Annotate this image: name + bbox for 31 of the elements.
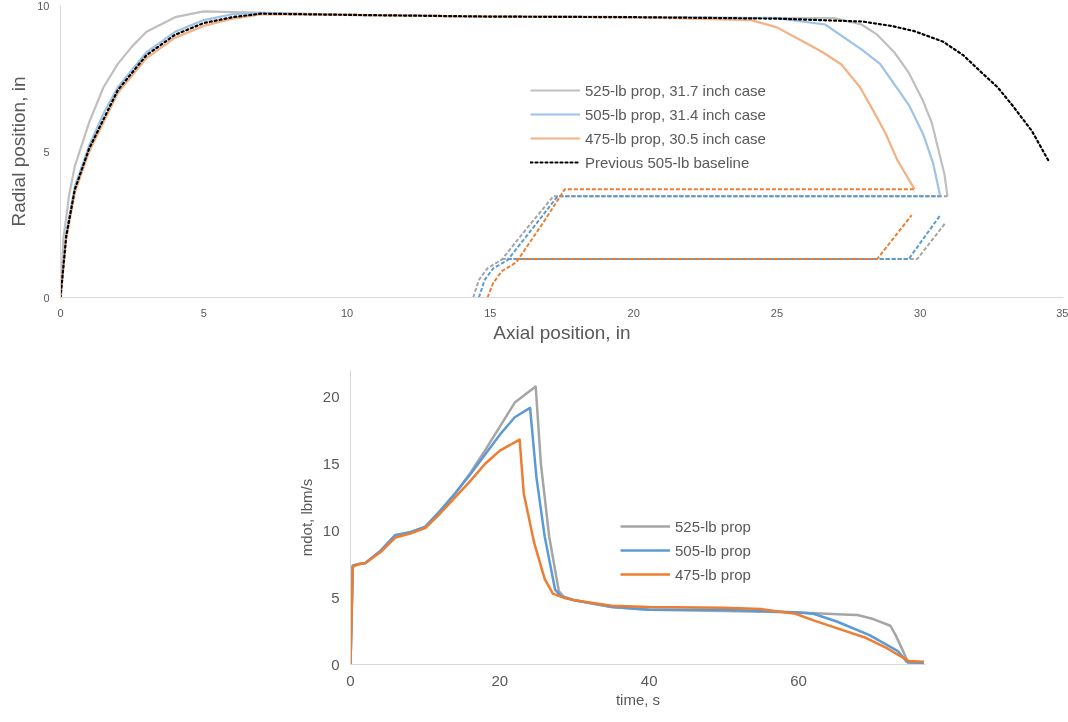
y-tick-label: 10: [37, 0, 50, 12]
x-tick-label: 10: [340, 306, 354, 319]
legend-label: 505-lb prop: [675, 541, 751, 559]
x-tick-label: 30: [914, 306, 927, 319]
legend-label: 505-lb prop, 31.4 inch case: [585, 105, 766, 123]
y-tick-label: 5: [331, 588, 340, 606]
y-tick-label: 10: [322, 521, 340, 539]
legend-label: Previous 505-lb baseline: [585, 153, 750, 171]
x-tick-label: 20: [627, 306, 640, 319]
legend-label: 525-lb prop: [675, 517, 751, 535]
x-tick-label: 0: [57, 306, 64, 319]
x-tick-label: 15: [484, 306, 497, 319]
legend-label: 525-lb prop, 31.7 inch case: [585, 81, 766, 99]
y-axis-title: Radial position, in: [8, 76, 30, 227]
x-tick-label: 40: [640, 671, 658, 689]
x-tick-label: 20: [491, 671, 509, 689]
x-tick-label: 0: [346, 671, 355, 689]
legend-label: 475-lb prop: [675, 565, 751, 583]
y-tick-label: 5: [43, 145, 50, 158]
y-tick-label: 15: [322, 455, 340, 473]
y-tick-label: 0: [331, 655, 340, 673]
x-tick-label: 60: [790, 671, 807, 689]
x-tick-label: 5: [200, 306, 207, 319]
legend-label: 475-lb prop, 30.5 inch case: [585, 129, 766, 147]
x-axis-title: Axial position, in: [493, 321, 631, 343]
y-tick-label: 0: [43, 291, 50, 304]
y-axis-title: mdot, lbm/s: [297, 478, 315, 557]
x-axis-title: time, s: [615, 690, 661, 708]
x-tick-label: 25: [770, 306, 784, 319]
y-tick-label: 20: [322, 388, 340, 406]
x-tick-label: 35: [1056, 306, 1068, 319]
